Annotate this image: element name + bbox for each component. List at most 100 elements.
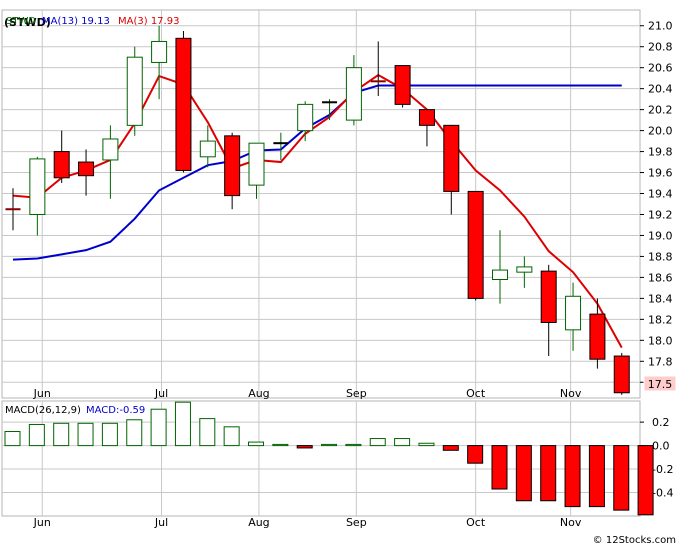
candle-6 bbox=[151, 25, 168, 100]
candle-16 bbox=[394, 65, 411, 108]
macd-bar-26 bbox=[637, 445, 654, 516]
macd-y-tick-label: -0.4 bbox=[652, 487, 673, 500]
price-x-tick-label: Oct bbox=[466, 387, 486, 400]
candle-19 bbox=[467, 190, 484, 301]
candle-body bbox=[102, 138, 119, 161]
legend-ticker-short: STWD bbox=[6, 16, 36, 27]
price-y-tick-label: 18.2 bbox=[648, 313, 673, 326]
candle-25 bbox=[613, 352, 630, 395]
macd-bar-2 bbox=[53, 422, 70, 447]
macd-bar-8 bbox=[199, 418, 216, 447]
last-price-box bbox=[643, 375, 677, 392]
candle-body bbox=[175, 37, 192, 171]
candle-body bbox=[78, 161, 95, 177]
macd-bar-9 bbox=[223, 426, 240, 447]
price-y-tick-label: 21.0 bbox=[648, 20, 673, 33]
candle-11 bbox=[273, 132, 289, 160]
macd-bar-17 bbox=[418, 442, 435, 447]
macd-value-label: MACD:-0.59 bbox=[86, 405, 145, 416]
price-y-tick-label: 18.6 bbox=[648, 271, 673, 284]
price-y-tick-label: 19.0 bbox=[648, 229, 673, 242]
last-price-tag: 17.5 bbox=[643, 375, 677, 392]
price-y-tick-label: 17.8 bbox=[648, 355, 673, 368]
macd-x-tick-label: Jun bbox=[33, 516, 51, 529]
price-x-tick-label: Jul bbox=[154, 387, 168, 400]
candle-3 bbox=[78, 149, 95, 196]
candle-4 bbox=[102, 125, 119, 199]
macd-y-axis: 0.2 0.0 -0.2 -0.4 bbox=[640, 416, 673, 500]
price-x-tick-label: Nov bbox=[560, 387, 582, 400]
candle-body bbox=[345, 67, 362, 121]
candle-12 bbox=[297, 101, 314, 142]
candle-body bbox=[224, 135, 241, 197]
price-x-tick-label: Sep bbox=[346, 387, 367, 400]
candle-0 bbox=[5, 188, 21, 231]
macd-bar-15 bbox=[369, 438, 386, 447]
candle-body bbox=[516, 266, 533, 273]
price-x-tick-label: Aug bbox=[248, 387, 269, 400]
price-y-tick-label: 19.2 bbox=[648, 208, 673, 221]
price-y-tick-label: 19.4 bbox=[648, 188, 673, 201]
price-y-tick-label: 18.0 bbox=[648, 334, 673, 347]
price-x-tick-label: Jun bbox=[33, 387, 51, 400]
macd-bar-6 bbox=[150, 408, 167, 447]
candle-body bbox=[29, 158, 46, 215]
candle-body bbox=[297, 103, 314, 132]
macd-bar-layer bbox=[4, 401, 654, 516]
macd-x-tick-label: Sep bbox=[346, 516, 367, 529]
price-y-tick-label: 20.2 bbox=[648, 104, 673, 117]
macd-bar-22 bbox=[540, 445, 557, 502]
price-y-tick-label: 20.0 bbox=[648, 125, 673, 138]
macd-x-axis: Jun Jul Aug Sep Oct Nov bbox=[33, 516, 582, 529]
candle-body bbox=[199, 140, 216, 158]
macd-panel bbox=[1, 400, 641, 517]
price-grid bbox=[2, 10, 640, 398]
price-legend: (STWD) bbox=[4, 16, 51, 29]
ma13-line bbox=[12, 84, 622, 261]
macd-bar-21 bbox=[515, 445, 532, 502]
macd-bar-20 bbox=[491, 445, 508, 490]
last-price-label: 17.5 bbox=[648, 378, 673, 391]
macd-bar-3 bbox=[77, 422, 94, 447]
macd-bar-10 bbox=[248, 441, 264, 447]
candle-10 bbox=[248, 142, 265, 199]
candle-body bbox=[53, 151, 70, 179]
candle-24 bbox=[589, 298, 606, 369]
candle-body bbox=[540, 270, 557, 323]
candle-22 bbox=[540, 264, 557, 357]
candle-body bbox=[613, 355, 630, 394]
price-y-tick-label: 18.8 bbox=[648, 250, 673, 263]
macd-y-tick-label: -0.2 bbox=[652, 463, 673, 476]
price-x-axis: Jun Jul Aug Sep Oct Nov bbox=[33, 387, 582, 400]
candle-body bbox=[467, 190, 484, 299]
macd-bar-7 bbox=[174, 401, 191, 447]
candle-body bbox=[443, 124, 460, 192]
candle-7 bbox=[175, 30, 192, 173]
candle-21 bbox=[516, 256, 533, 288]
macd-bar-13 bbox=[321, 443, 338, 447]
candle-body bbox=[418, 109, 435, 126]
price-y-tick-label: 20.8 bbox=[648, 41, 673, 54]
candle-9 bbox=[224, 132, 241, 210]
macd-bar-23 bbox=[564, 445, 581, 508]
macd-x-tick-label: Nov bbox=[560, 516, 582, 529]
macd-bar-11 bbox=[272, 443, 289, 447]
watermark: © 12Stocks.com bbox=[593, 535, 676, 546]
candle-23 bbox=[565, 282, 582, 351]
candle-18 bbox=[443, 124, 460, 215]
candle-body bbox=[151, 40, 168, 63]
macd-bar-12 bbox=[296, 445, 313, 449]
candle-13 bbox=[322, 99, 338, 121]
macd-bar-19 bbox=[467, 445, 484, 464]
price-legend-row: STWD MA(13) 19.13 MA(3) 17.93 bbox=[6, 16, 179, 27]
macd-bar-14 bbox=[345, 443, 362, 447]
candle-20 bbox=[492, 230, 508, 304]
macd-bar-24 bbox=[588, 445, 605, 508]
macd-y-tick-label: 0.2 bbox=[652, 416, 670, 429]
ticker-label: (STWD) bbox=[4, 16, 51, 29]
candlestick-layer bbox=[5, 25, 630, 395]
macd-bar-18 bbox=[442, 445, 459, 451]
macd-bar-16 bbox=[394, 438, 411, 447]
price-y-tick-label: 19.6 bbox=[648, 167, 673, 180]
